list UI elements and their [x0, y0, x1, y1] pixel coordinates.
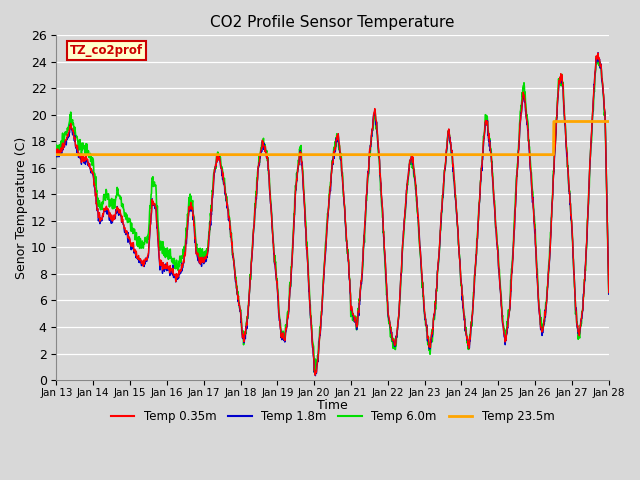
Legend: Temp 0.35m, Temp 1.8m, Temp 6.0m, Temp 23.5m: Temp 0.35m, Temp 1.8m, Temp 6.0m, Temp 2… — [106, 405, 559, 428]
Text: TZ_co2prof: TZ_co2prof — [70, 44, 143, 57]
Title: CO2 Profile Sensor Temperature: CO2 Profile Sensor Temperature — [211, 15, 455, 30]
Y-axis label: Senor Temperature (C): Senor Temperature (C) — [15, 136, 28, 279]
X-axis label: Time: Time — [317, 399, 348, 412]
